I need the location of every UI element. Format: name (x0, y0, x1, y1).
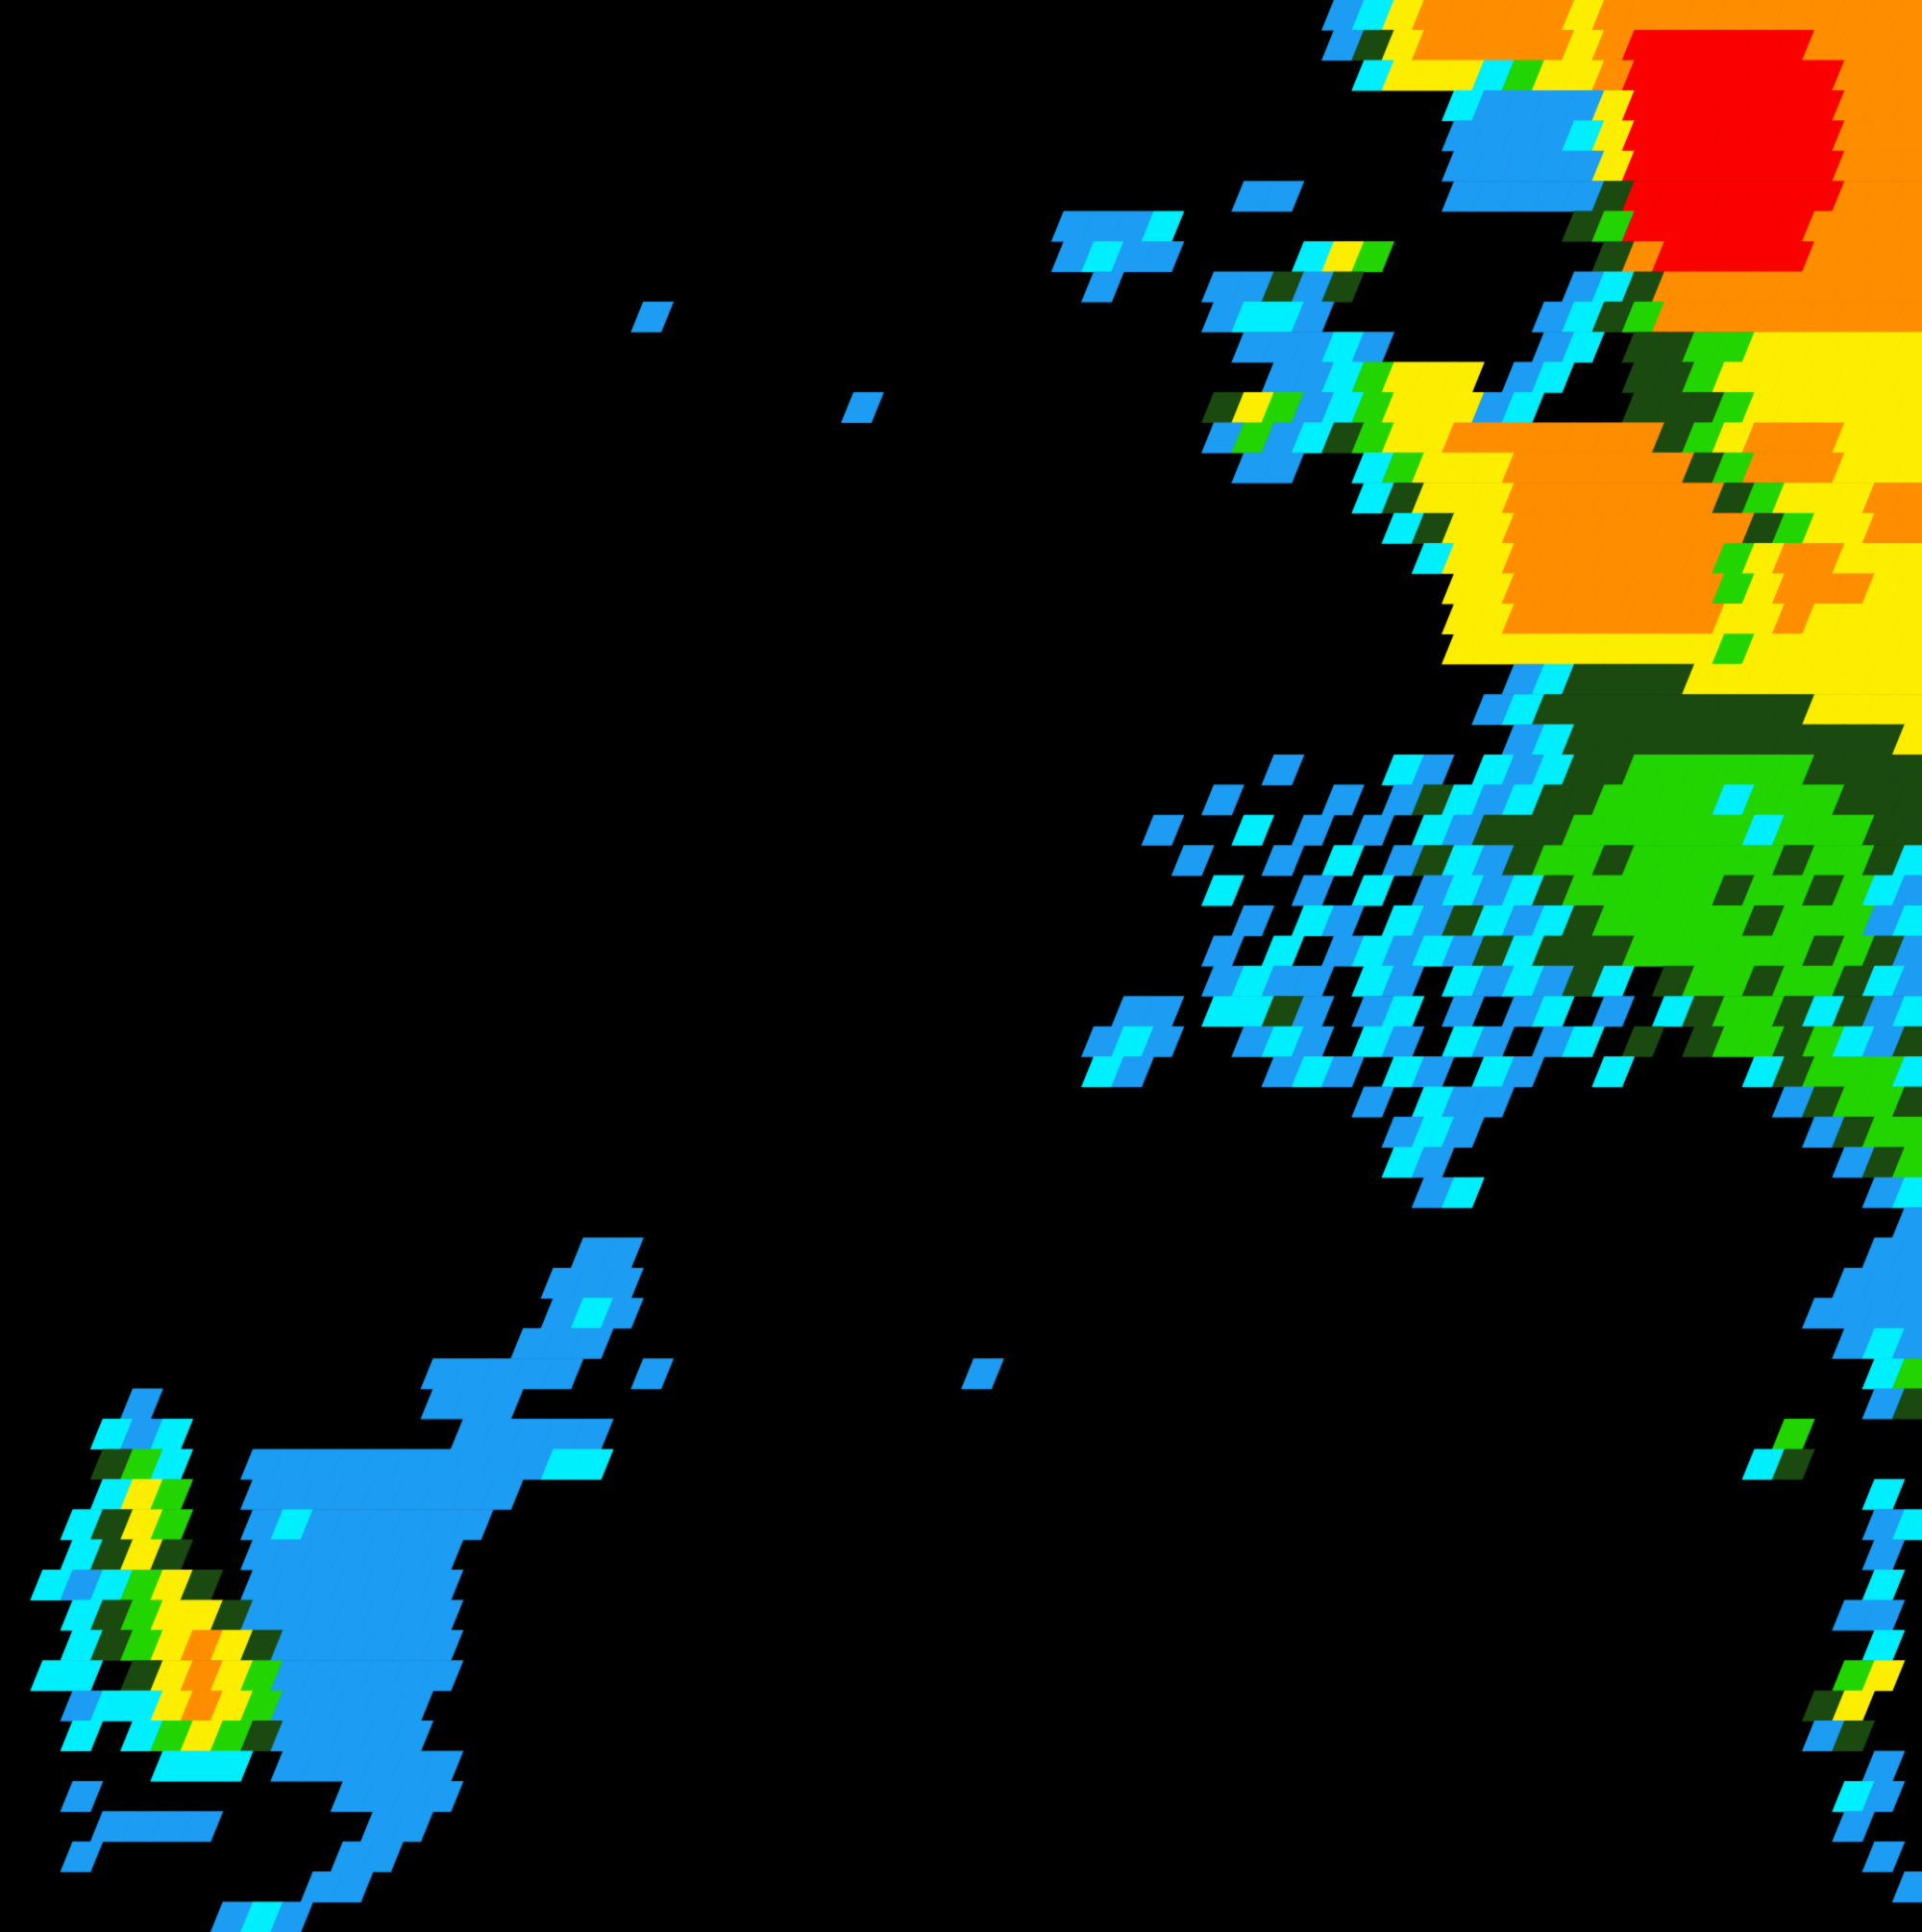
radar-display (0, 0, 1922, 1932)
radar-canvas (0, 0, 1922, 1932)
